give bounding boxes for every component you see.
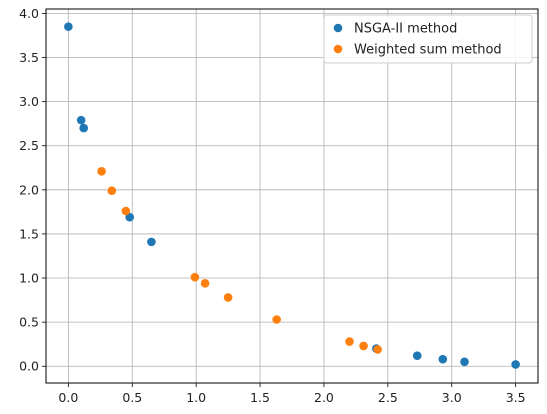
data-point: [76, 115, 86, 125]
legend-marker: [333, 23, 343, 33]
data-point: [200, 279, 210, 288]
data-point: [79, 123, 88, 133]
data-points: [64, 22, 520, 369]
x-tick-label: 2.0: [314, 390, 334, 405]
grid: [46, 9, 538, 383]
x-axis: 0.0 0.5 1.0 1.5 2.0 2.5 3.0 3.5: [58, 383, 526, 405]
legend-box: [323, 14, 533, 64]
legend: NSGA-II method Weighted sum method: [323, 14, 533, 64]
x-tick-label: 1.0: [186, 390, 206, 405]
legend-label: Weighted sum method: [354, 43, 502, 58]
x-tick-label: 3.0: [442, 390, 462, 405]
data-point: [359, 341, 368, 351]
data-point: [97, 167, 106, 176]
x-tick-label: 0.5: [122, 390, 142, 405]
data-point: [125, 212, 135, 222]
data-point: [460, 357, 469, 367]
data-point: [64, 22, 73, 31]
x-tick-label: 3.5: [506, 390, 526, 405]
y-tick-label: 1.0: [19, 271, 39, 286]
y-tick-label: 0.0: [19, 359, 39, 374]
y-tick-label: 3.5: [19, 50, 39, 65]
y-tick-label: 1.5: [19, 226, 39, 241]
data-point: [511, 360, 520, 369]
data-point: [190, 272, 200, 282]
data-point: [223, 293, 233, 302]
legend-marker: [333, 44, 343, 54]
y-tick-label: 2.0: [19, 182, 39, 197]
legend-label: NSGA-II method: [354, 22, 457, 37]
x-tick-label: 0.0: [58, 390, 78, 405]
x-tick-label: 2.5: [378, 390, 398, 405]
y-tick-label: 0.5: [19, 315, 39, 330]
plot-frame: [45, 8, 539, 384]
data-point: [107, 186, 117, 196]
y-tick-label: 3.0: [19, 94, 39, 109]
data-point: [345, 337, 354, 346]
y-axis: 0.0 0.5 1.0 1.5 2.0 2.5 3.0 3.5 4.0: [19, 6, 46, 374]
series-1: [97, 167, 382, 354]
data-point: [121, 206, 131, 216]
y-tick-label: 4.0: [19, 6, 39, 21]
data-point: [147, 237, 156, 247]
data-point: [438, 354, 448, 364]
data-point: [272, 315, 281, 324]
data-point: [412, 351, 422, 360]
x-tick-label: 1.5: [250, 390, 270, 405]
y-tick-label: 2.5: [19, 138, 39, 153]
data-point: [373, 345, 382, 354]
